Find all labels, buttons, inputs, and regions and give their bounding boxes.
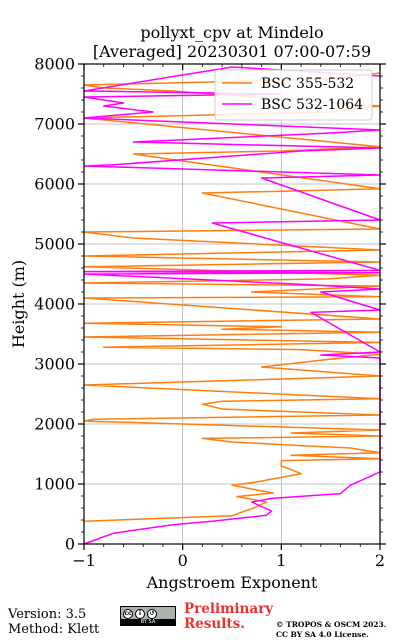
y-axis-label: Height (m) — [9, 260, 28, 348]
y-tick-label: 7000 — [34, 115, 75, 134]
legend-label-bsc-355-532: BSC 355-532 — [261, 76, 354, 92]
by-icon: i — [135, 608, 145, 619]
copyright-notice: © TROPOS & OSCM 2023. CC BY SA 4.0 Licen… — [276, 620, 386, 640]
x-tick-label: 0 — [178, 551, 188, 570]
y-tick-label: 6000 — [34, 175, 75, 194]
y-tick-label: 8000 — [34, 55, 75, 74]
x-axis-label: Angstroem Exponent — [146, 573, 318, 592]
x-tick-label: 2 — [375, 551, 385, 570]
x-tick-label: −1 — [72, 551, 96, 570]
copyright-line-2: CC BY SA 4.0 License. — [276, 630, 369, 639]
chart-title: pollyxt_cpv at Mindelo — [140, 23, 323, 42]
y-tick-label: 1000 — [34, 475, 75, 494]
series-line-bsc-355-532 — [83, 72, 381, 522]
y-tick-label: 5000 — [34, 235, 75, 254]
copyright-line-1: © TROPOS & OSCM 2023. — [276, 620, 387, 629]
y-tick-label: 3000 — [34, 355, 75, 374]
y-tick-label: 2000 — [34, 415, 75, 434]
legend: BSC 355-532 BSC 532-1064 — [214, 69, 373, 121]
sa-icon: ↺ — [147, 608, 157, 619]
chart-subtitle: [Averaged] 20230301 07:00-07:59 — [93, 42, 371, 61]
x-tick-label: 1 — [276, 551, 286, 570]
method-text: Method: Klett — [8, 622, 100, 637]
preliminary-notice: Preliminary Results. — [184, 602, 273, 632]
cc-icon: cc — [123, 608, 133, 619]
cc-badge-strip: BY SA — [121, 619, 175, 625]
y-tick-label: 4000 — [34, 295, 75, 314]
grid — [83, 63, 381, 545]
y-tick-label: 0 — [65, 535, 75, 554]
x-axis: −1 0 1 2 — [72, 64, 385, 570]
legend-box — [214, 69, 373, 121]
preliminary-line-1: Preliminary — [184, 601, 274, 617]
version-text: Version: 3.5 — [8, 607, 87, 622]
preliminary-line-2: Results. — [184, 616, 245, 632]
series-line-bsc-532-1064 — [83, 66, 381, 545]
y-axis: 0 1000 2000 3000 4000 5000 6000 7000 8000 — [34, 55, 386, 554]
cc-license-badge: cc i ↺ BY SA — [120, 606, 176, 626]
legend-label-bsc-532-1064: BSC 532-1064 — [261, 97, 363, 113]
series-lines — [83, 66, 381, 545]
